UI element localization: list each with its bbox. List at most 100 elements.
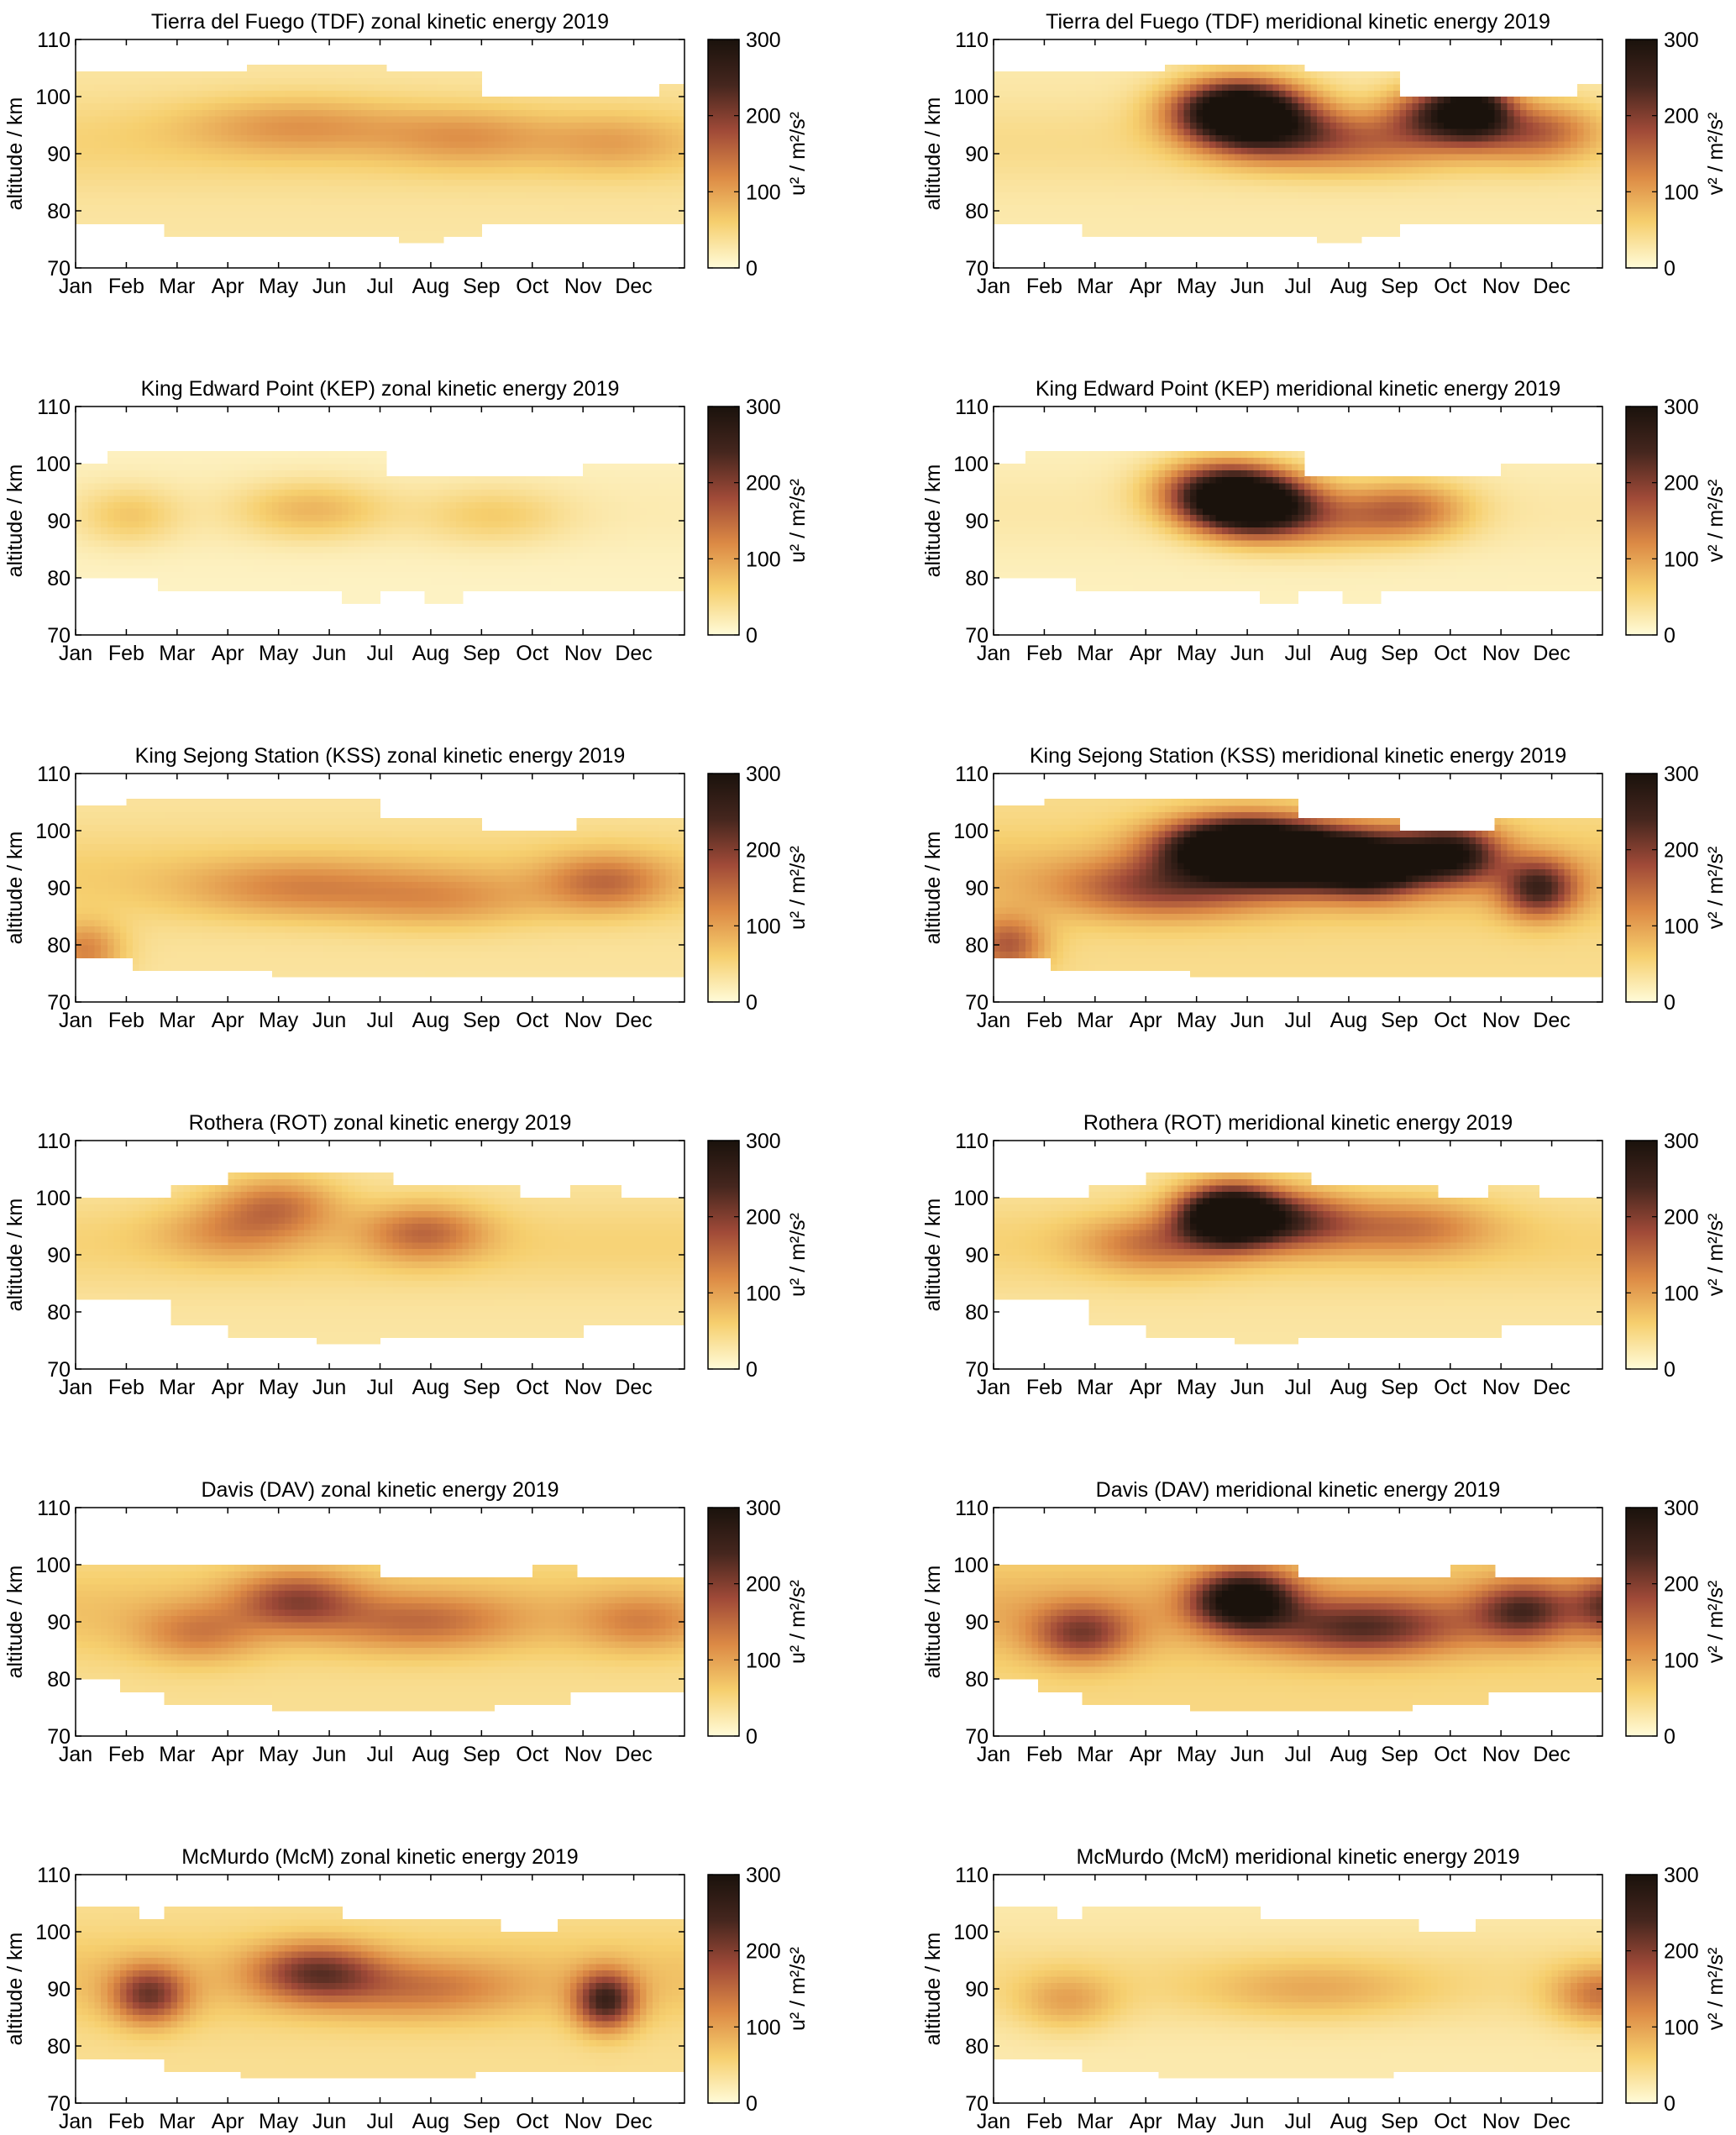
heatmap-cell <box>1558 109 1565 116</box>
heatmap-cell <box>197 154 203 160</box>
heatmap-cell <box>342 223 349 230</box>
heatmap-cell <box>1051 122 1057 129</box>
heatmap-cell <box>1488 116 1495 123</box>
heatmap-cell <box>1330 236 1336 243</box>
heatmap-cell <box>113 546 120 553</box>
heatmap-cell <box>456 134 463 141</box>
heatmap-cell <box>183 103 190 110</box>
heatmap-cell <box>222 160 228 167</box>
heatmap-cell <box>1349 84 1356 91</box>
heatmap-cell <box>145 109 152 116</box>
heatmap-cell <box>418 166 425 173</box>
heatmap-cell <box>152 134 159 141</box>
heatmap-cell <box>304 166 311 173</box>
heatmap-cell <box>1533 129 1539 135</box>
heatmap-cell <box>120 533 127 540</box>
heatmap-cell <box>266 166 273 173</box>
heatmap-cell <box>393 109 400 116</box>
heatmap-cell <box>222 230 228 237</box>
heatmap-cell <box>1025 103 1032 110</box>
heatmap-cell <box>177 154 184 160</box>
heatmap-cell <box>1133 160 1140 167</box>
heatmap-cell <box>1349 90 1356 97</box>
heatmap-cell <box>272 147 279 154</box>
heatmap-cell <box>1545 211 1552 218</box>
heatmap-cell <box>222 141 228 148</box>
heatmap-cell <box>202 154 209 160</box>
heatmap-cell <box>202 90 209 97</box>
heatmap-cell <box>1019 160 1025 167</box>
heatmap-cell <box>1520 134 1527 141</box>
heatmap-cell <box>76 191 82 198</box>
heatmap-cell <box>310 179 317 186</box>
heatmap-cell <box>1571 147 1577 154</box>
heatmap-cell <box>1025 129 1032 135</box>
heatmap-cell <box>406 109 412 116</box>
heatmap-cell <box>1215 77 1222 84</box>
heatmap-cell <box>431 129 438 135</box>
heatmap-cell <box>354 103 361 110</box>
heatmap-cell <box>304 134 311 141</box>
heatmap-cell <box>272 97 279 103</box>
heatmap-cell <box>1387 103 1393 110</box>
heatmap-cell <box>443 179 450 186</box>
heatmap-cell <box>145 546 152 553</box>
heatmap-cell <box>76 527 82 534</box>
heatmap-cell <box>1583 191 1590 198</box>
heatmap-cell <box>1140 84 1146 91</box>
heatmap-cell <box>222 97 228 103</box>
heatmap-cell <box>254 103 260 110</box>
heatmap-cell <box>177 166 184 173</box>
x-tick-label: Feb <box>1026 275 1062 298</box>
heatmap-cell <box>329 211 336 218</box>
heatmap-cell <box>1317 211 1324 218</box>
heatmap-cell <box>1267 204 1273 211</box>
heatmap-cell <box>1013 179 1020 186</box>
heatmap-cell <box>1172 141 1178 148</box>
heatmap-cell <box>570 198 577 205</box>
heatmap-cell <box>1330 218 1336 224</box>
heatmap-cell <box>1228 179 1235 186</box>
heatmap-cell <box>564 134 571 141</box>
heatmap-cell <box>76 166 82 173</box>
heatmap-cell <box>1101 116 1108 123</box>
heatmap-cell <box>507 147 514 154</box>
heatmap-cell <box>197 129 203 135</box>
heatmap-cell <box>1482 122 1489 129</box>
heatmap-cell <box>456 204 463 211</box>
heatmap-cell <box>1267 173 1273 180</box>
heatmap-cell <box>197 191 203 198</box>
heatmap-cell <box>1393 179 1400 186</box>
heatmap-cell <box>1158 71 1165 78</box>
heatmap-cell <box>197 160 203 167</box>
heatmap-cell <box>297 90 304 97</box>
heatmap-cell <box>1133 191 1140 198</box>
heatmap-cell <box>1304 223 1311 230</box>
heatmap-cell <box>95 191 102 198</box>
heatmap-cell <box>170 211 177 218</box>
heatmap-cell <box>158 198 165 205</box>
x-tick-label: Mar <box>1077 275 1113 298</box>
heatmap-cell <box>1165 90 1172 97</box>
heatmap-cell <box>1571 134 1577 141</box>
heatmap-cell <box>1088 191 1095 198</box>
heatmap-cell <box>399 154 406 160</box>
heatmap-cell <box>170 160 177 167</box>
heatmap-cell <box>386 122 393 129</box>
heatmap-cell <box>1101 103 1108 110</box>
heatmap-cell <box>412 147 418 154</box>
heatmap-cell <box>190 77 197 84</box>
heatmap-cell <box>438 77 444 84</box>
heatmap-cell <box>145 71 152 78</box>
heatmap-cell <box>1184 90 1191 97</box>
heatmap-cell <box>1235 173 1241 180</box>
heatmap-cell <box>139 141 146 148</box>
heatmap-cell <box>82 103 89 110</box>
heatmap-cell <box>247 204 254 211</box>
heatmap-cell <box>1399 173 1406 180</box>
heatmap-cell <box>1368 71 1375 78</box>
heatmap-cell <box>1526 141 1533 148</box>
heatmap-cell <box>1450 166 1457 173</box>
heatmap-cell <box>1565 160 1571 167</box>
heatmap-cell <box>209 211 216 218</box>
